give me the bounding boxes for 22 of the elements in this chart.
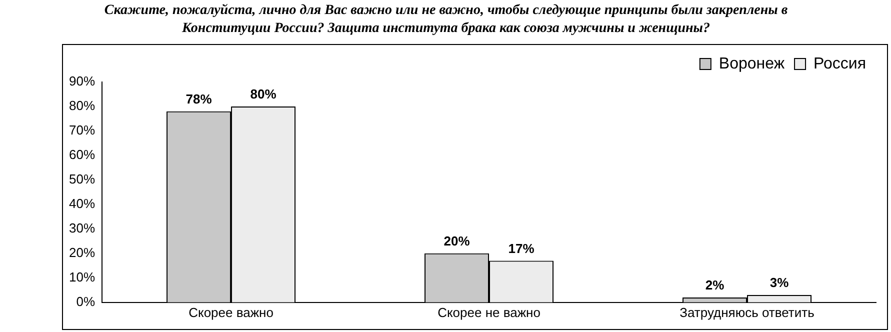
y-tick-label: 90% <box>68 74 96 89</box>
y-tick-label: 60% <box>68 147 96 162</box>
x-tick-label: Затрудняюсь ответить <box>680 304 815 320</box>
legend-label: Воронеж <box>718 55 785 72</box>
y-tick-label: 80% <box>68 98 96 114</box>
text: 80% <box>250 86 276 102</box>
y-tick-label: 70% <box>68 122 96 138</box>
y-tick-label: 40% <box>68 196 96 212</box>
y-tick-label: 20% <box>68 245 96 260</box>
chart-title: Скажите, пожалуйста, лично для Вас важно или не важно, чтобы следующие принципы были закреплены в Конституции России? Защита института брака как союза мужчины и женщины? <box>103 2 789 38</box>
x-tick-label: Скорее не важно <box>438 304 540 320</box>
text: 3% <box>770 275 789 290</box>
text: 20% <box>444 234 470 248</box>
y-tick-label: 10% <box>68 269 96 284</box>
text: 2% <box>705 278 724 293</box>
legend-label: Россия <box>814 55 866 72</box>
text: 78% <box>186 91 212 106</box>
y-tick-label: 30% <box>68 220 96 236</box>
y-tick-label: 50% <box>68 172 96 187</box>
y-tick-label: 0% <box>76 294 96 309</box>
x-tick-label: Скорее важно <box>188 304 274 320</box>
text: 17% <box>508 240 534 256</box>
